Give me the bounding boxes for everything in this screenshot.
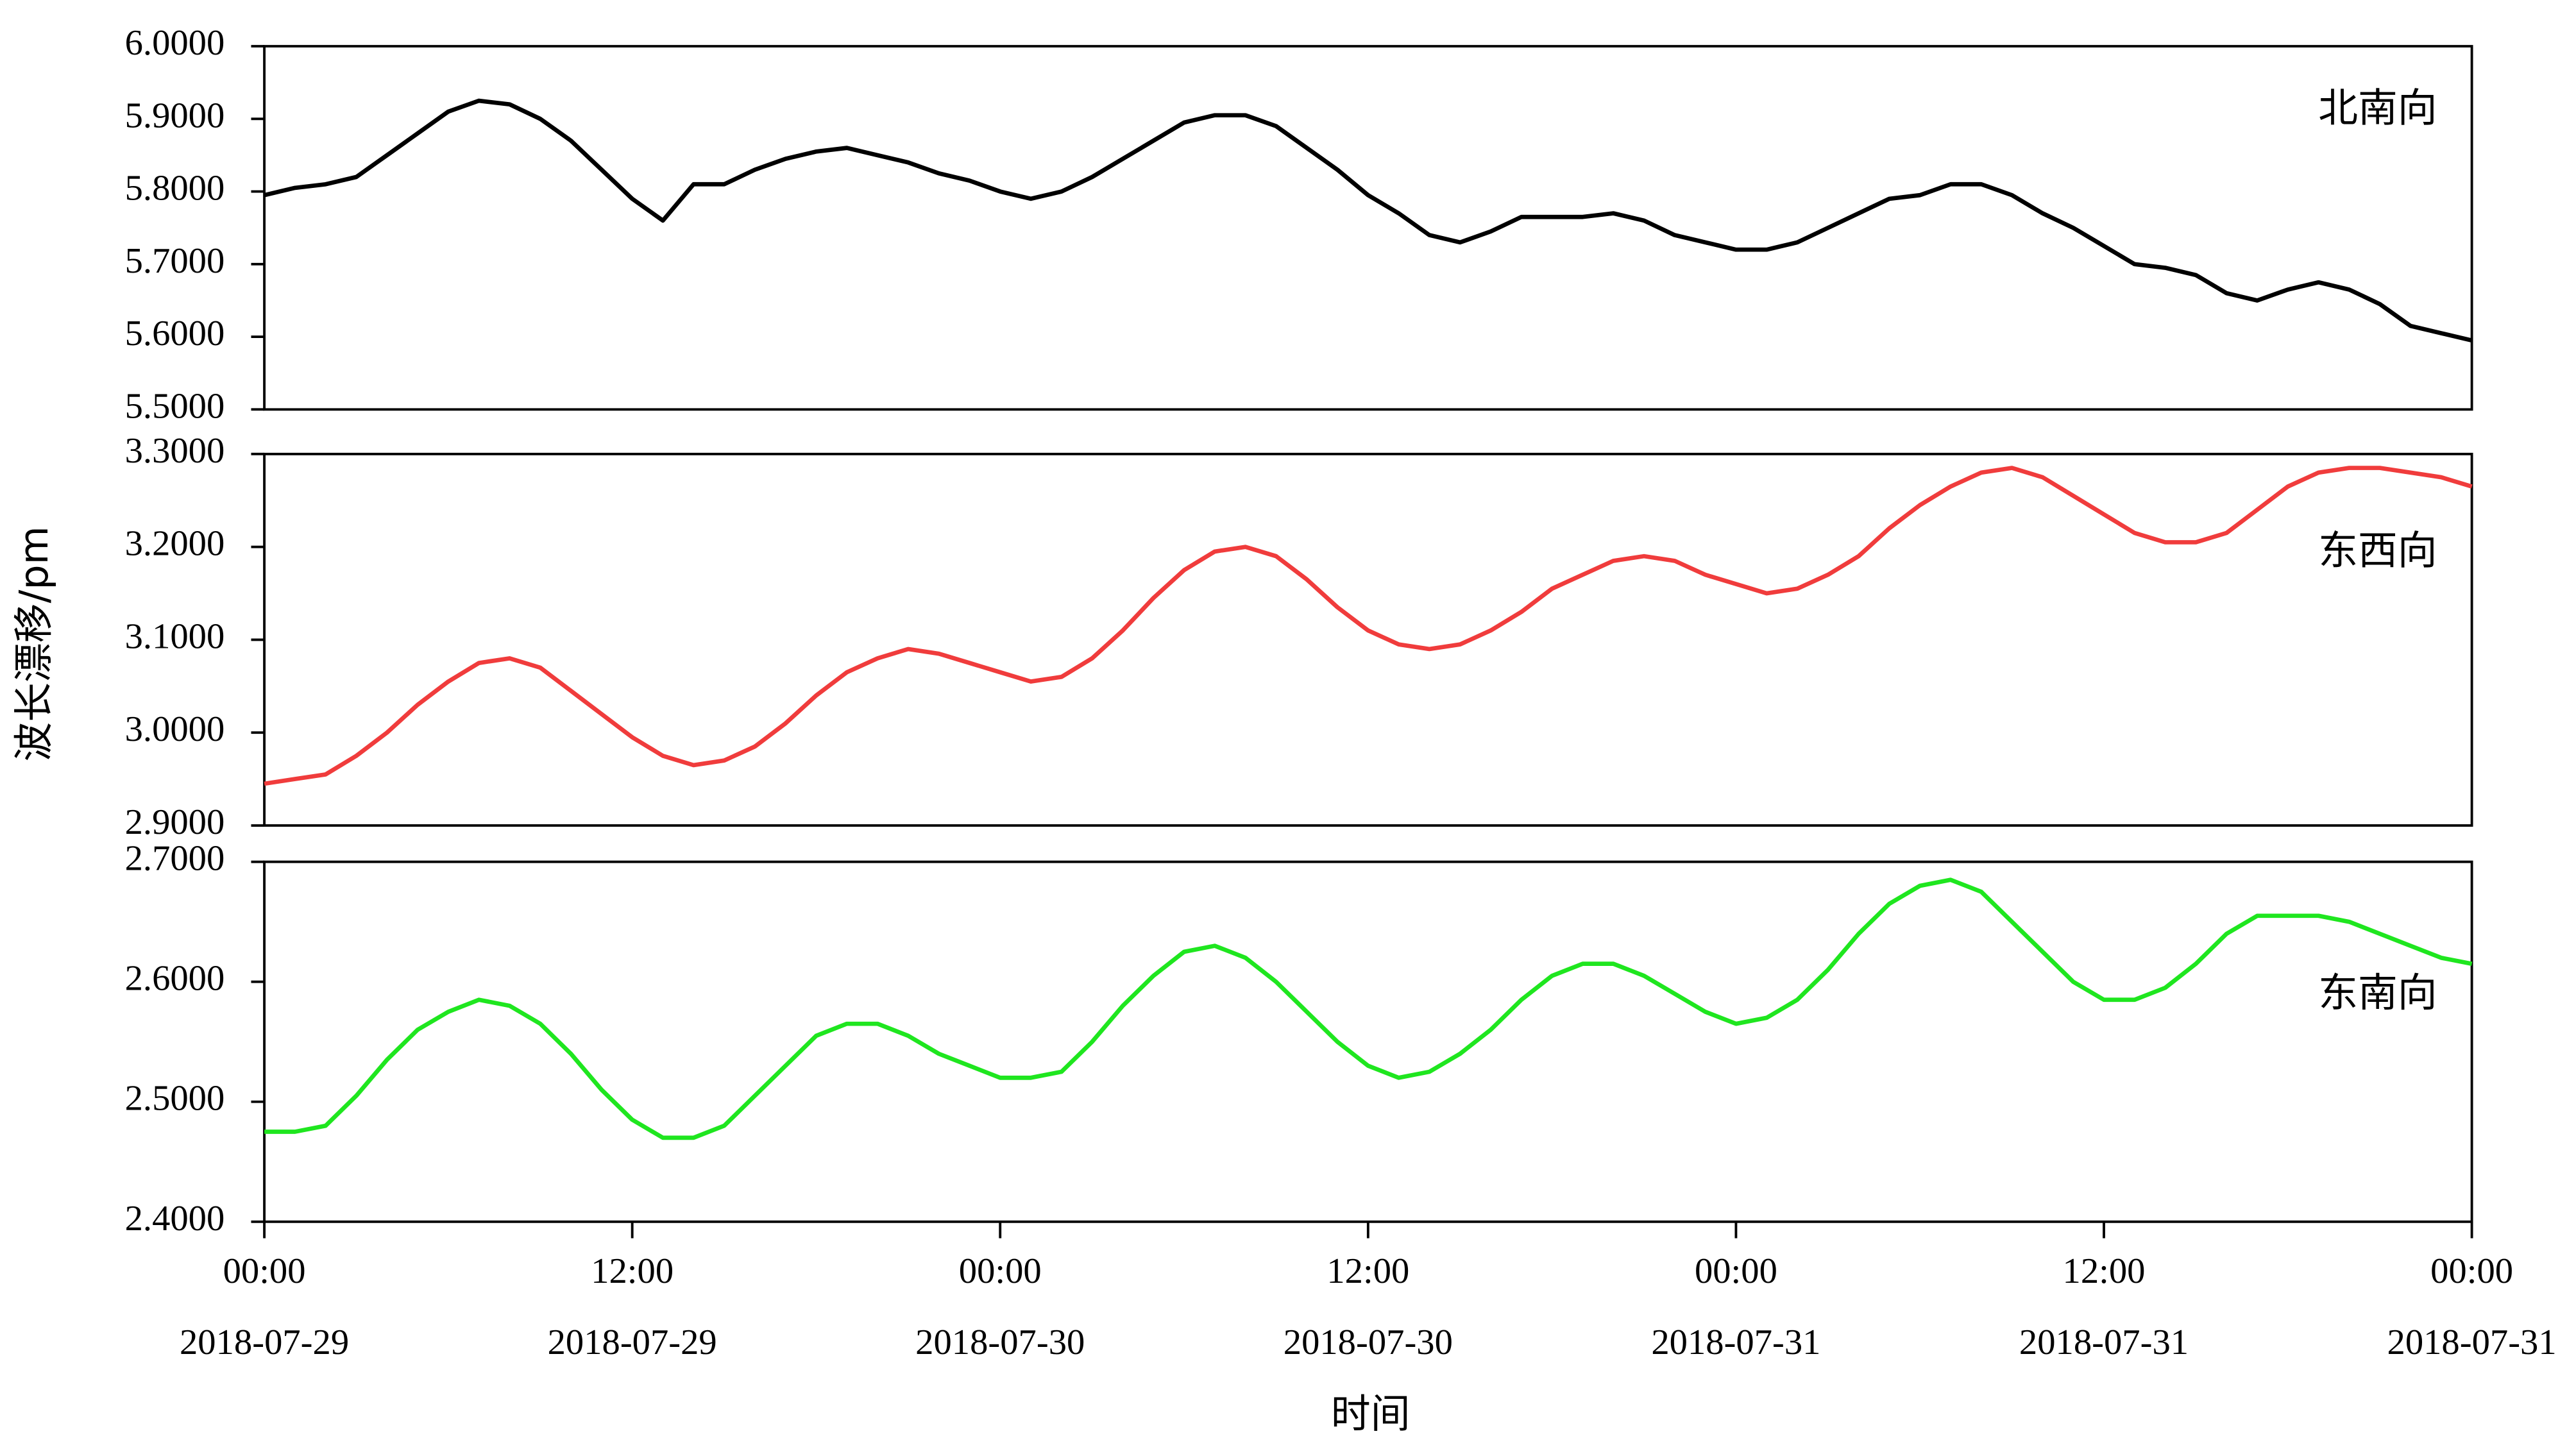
- x-tick-date: 2018-07-31: [2019, 1323, 2189, 1362]
- y-tick-label: 2.6000: [125, 959, 225, 999]
- series-label: 北南向: [2318, 85, 2437, 131]
- y-tick-label: 2.5000: [125, 1079, 225, 1119]
- y-tick-label: 6.0000: [125, 23, 225, 63]
- data-line: [264, 466, 2473, 786]
- y-axis-label: 波长漂移/pm: [11, 526, 57, 761]
- x-tick-label: 12:00: [591, 1251, 674, 1291]
- y-tick-label: 2.9000: [125, 802, 225, 842]
- data-line: [264, 98, 2473, 343]
- x-tick-label: 12:00: [2063, 1251, 2146, 1291]
- data-line: [264, 877, 2473, 1140]
- plot-frame: [263, 452, 2473, 827]
- x-tick-date: 2018-07-31: [2387, 1323, 2557, 1362]
- x-tick-label: 00:00: [1695, 1251, 1777, 1291]
- plot-frame: [263, 860, 2473, 1223]
- x-tick-label: 00:00: [223, 1251, 306, 1291]
- y-tick-label: 3.1000: [125, 616, 225, 656]
- y-tick-label: 5.7000: [125, 241, 225, 281]
- y-tick-label: 3.2000: [125, 524, 225, 564]
- y-tick-label: 3.3000: [125, 431, 225, 471]
- x-tick-date: 2018-07-30: [915, 1323, 1085, 1362]
- x-tick-date: 2018-07-30: [1284, 1323, 1453, 1362]
- series-label: 东南向: [2318, 970, 2437, 1016]
- x-axis-label: 时间: [1331, 1391, 1411, 1437]
- x-tick-label: 00:00: [959, 1251, 1042, 1291]
- y-tick-label: 5.8000: [125, 169, 225, 208]
- series-label: 东西向: [2318, 527, 2437, 573]
- x-tick-date: 2018-07-29: [548, 1323, 717, 1362]
- x-tick-date: 2018-07-29: [180, 1323, 349, 1362]
- x-tick-label: 12:00: [1326, 1251, 1409, 1291]
- y-tick-label: 3.0000: [125, 709, 225, 749]
- x-tick-date: 2018-07-31: [1651, 1323, 1820, 1362]
- y-tick-label: 2.4000: [125, 1199, 225, 1239]
- y-tick-label: 2.7000: [125, 839, 225, 879]
- x-tick-label: 00:00: [2430, 1251, 2513, 1291]
- plot-frame: [263, 45, 2473, 411]
- y-tick-label: 5.9000: [125, 96, 225, 135]
- y-tick-label: 5.5000: [125, 386, 225, 426]
- y-tick-label: 5.6000: [125, 314, 225, 353]
